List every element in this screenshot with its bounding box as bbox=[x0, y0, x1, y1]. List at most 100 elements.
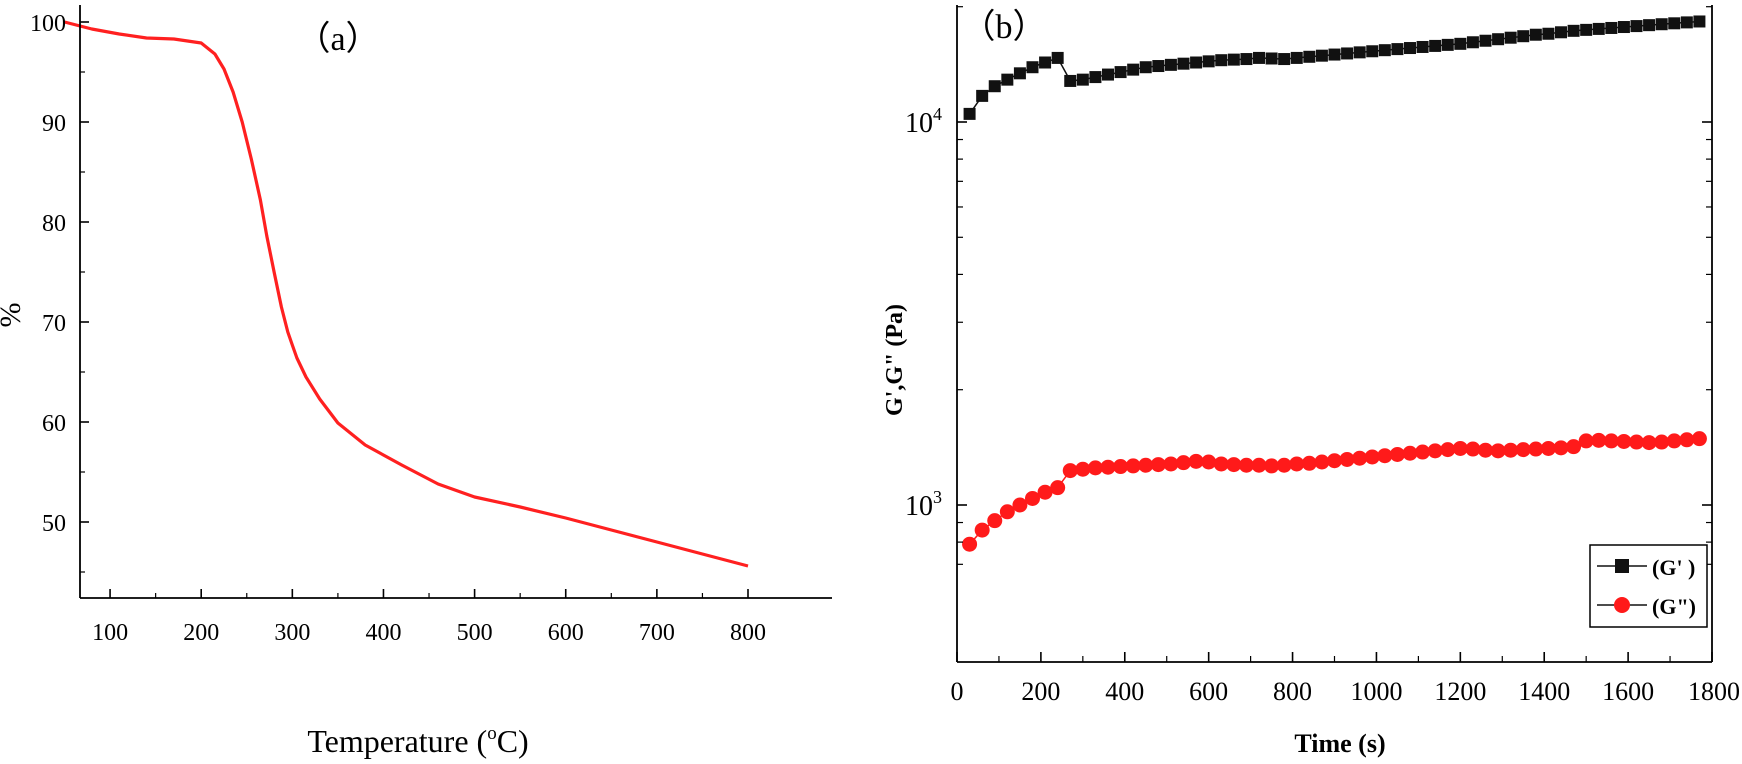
chart-b-gprime-point bbox=[1680, 16, 1693, 29]
chart-b-gdoubleprime-point bbox=[1213, 456, 1229, 472]
chart-b-gdoubleprime-point bbox=[1666, 433, 1682, 449]
chart-b-legend: (G' ) (G") bbox=[1589, 544, 1708, 628]
chart-a-x-tick-label: 100 bbox=[92, 620, 128, 646]
chart-b-gprime-point bbox=[1668, 17, 1681, 30]
chart-b-legend-marker-gprime bbox=[1615, 559, 1629, 573]
chart-b-gdoubleprime-point bbox=[1364, 449, 1380, 465]
chart-b-gprime-point bbox=[1353, 46, 1366, 59]
chart-a-x-tick-label: 500 bbox=[457, 620, 493, 646]
chart-b-gprime-point bbox=[1391, 43, 1404, 56]
chart-b-gdoubleprime-point bbox=[1025, 490, 1040, 506]
chart-b-gprime-point bbox=[1139, 61, 1152, 74]
chart-b-gdoubleprime-point bbox=[1100, 459, 1116, 475]
chart-a-data bbox=[64, 20, 749, 568]
chart-a-x-tick-label: 700 bbox=[639, 620, 675, 646]
chart-b-gprime-point bbox=[1492, 33, 1505, 46]
chart-b-gprime-point bbox=[1542, 27, 1555, 40]
chart-b-gprime-point bbox=[1592, 22, 1605, 35]
chart-b-gdoubleprime-point bbox=[1616, 433, 1632, 449]
chart-b-panel-label: （b） bbox=[962, 8, 1047, 46]
chart-b-gprime-point bbox=[1039, 56, 1052, 69]
chart-a-x-tick-label: 200 bbox=[183, 620, 219, 646]
chart-b-gprime-point bbox=[1152, 60, 1165, 73]
chart-b-gdoubleprime-point bbox=[1553, 440, 1569, 456]
chart-b-gprime-point bbox=[1089, 71, 1102, 84]
chart-b-gprime-point bbox=[1479, 34, 1492, 47]
chart-b-gprime-point bbox=[1013, 67, 1026, 80]
chart-b-gprime-point bbox=[1114, 66, 1127, 79]
chart-b-gprime-point bbox=[1001, 73, 1014, 86]
chart-b-gprime-point bbox=[1290, 51, 1303, 64]
chart-b-gdoubleprime-point bbox=[1566, 439, 1582, 455]
chart-b-gdoubleprime-point bbox=[962, 536, 978, 552]
chart-b-legend-label-gdoubleprime: (G") bbox=[1652, 594, 1696, 619]
chart-b-gdoubleprime-point bbox=[1503, 442, 1519, 458]
chart-b-gprime-point bbox=[1416, 40, 1429, 53]
chart-b-gdoubleprime-point bbox=[1339, 451, 1355, 467]
chart-b-gprime-point bbox=[1328, 48, 1341, 61]
chart-a-ticks: 50 60 70 80 90 100 100 200 300 400 500 600 700 800 bbox=[30, 11, 766, 646]
chart-b-x-tick-label: 1200 bbox=[1434, 677, 1486, 706]
chart-b-gprime-point bbox=[1617, 21, 1630, 34]
chart-b-y-tick-label-base: 10 bbox=[905, 108, 933, 139]
chart-a-x-tick-label: 800 bbox=[730, 620, 766, 646]
chart-b-gprime-point bbox=[1240, 53, 1253, 66]
chart-b-gdoubleprime-point bbox=[1238, 457, 1254, 473]
chart-a-y-tick-label: 70 bbox=[42, 311, 66, 337]
chart-b-gprime-point bbox=[1454, 37, 1467, 50]
chart-b-gprime-point bbox=[976, 89, 989, 102]
chart-b-gprime-point bbox=[1643, 19, 1656, 32]
chart-b-gdoubleprime-point bbox=[1188, 453, 1204, 469]
chart-b-gprime-point bbox=[1265, 52, 1278, 65]
chart-b-gdoubleprime-point bbox=[1578, 433, 1594, 449]
chart-a-y-tick-label: 100 bbox=[30, 11, 66, 37]
chart-b-gprime-point bbox=[1655, 18, 1668, 31]
chart-b-y-tick-label-exp: 4 bbox=[933, 104, 942, 124]
chart-b-x-tick-label: 1400 bbox=[1518, 677, 1570, 706]
chart-b-gprime-point bbox=[1303, 50, 1316, 63]
chart-b-legend-marker-gdoubleprime bbox=[1614, 597, 1630, 613]
chart-b-y-tick-label-exp: 3 bbox=[933, 487, 942, 507]
chart-a-x-tick-label: 600 bbox=[548, 620, 584, 646]
chart-b-gdoubleprime-point bbox=[974, 522, 990, 538]
chart-b-gprime-point bbox=[1341, 47, 1354, 60]
chart-b-gdoubleprime-point bbox=[987, 513, 1003, 529]
chart-b-y-tick-label-base: 10 bbox=[905, 491, 933, 522]
chart-b-gdoubleprime-point bbox=[1087, 460, 1103, 476]
chart-b-gprime-point bbox=[988, 80, 1001, 93]
chart-b-x-tick-label: 1600 bbox=[1602, 677, 1654, 706]
chart-a-y-tick-label: 90 bbox=[42, 111, 66, 137]
chart-b-x-tick-label: 1000 bbox=[1350, 677, 1402, 706]
chart-b-gprime-point bbox=[1227, 53, 1240, 66]
chart-b-gdoubleprime-point bbox=[1478, 442, 1493, 458]
chart-b-gdoubleprime-point bbox=[1415, 444, 1431, 460]
chart-b-gdoubleprime-point bbox=[1427, 443, 1443, 459]
chart-b-gprime-point bbox=[1529, 28, 1542, 41]
chart-b-gprime-point bbox=[1026, 61, 1039, 74]
chart-b-gdoubleprime-point bbox=[1389, 446, 1405, 462]
chart-b-x-tick-label: 400 bbox=[1105, 677, 1144, 706]
chart-b-gprime-point bbox=[1315, 49, 1328, 62]
chart-b-gdoubleprime-point bbox=[1251, 457, 1267, 473]
chart-a-x-axis-label-unit-sup: o bbox=[487, 723, 497, 744]
chart-b-gprime-point bbox=[1127, 63, 1140, 76]
chart-b-x-tick-label: 1800 bbox=[1688, 677, 1740, 706]
chart-b-gprime-point bbox=[1202, 55, 1215, 68]
chart-b-gprime-point bbox=[1567, 24, 1580, 37]
chart-b-x-tick-label: 800 bbox=[1273, 677, 1312, 706]
chart-b-gdoubleprime-point bbox=[1629, 434, 1644, 450]
chart-a-y-axis-label: % bbox=[0, 303, 27, 328]
chart-b-gprime-point bbox=[1605, 21, 1618, 34]
chart-b-gprime-point bbox=[1215, 54, 1228, 67]
chart-a-x-tick-label: 300 bbox=[274, 620, 310, 646]
chart-a-x-axis-label: Temperature (oC) bbox=[307, 723, 528, 759]
chart-b-gdoubleprime-point bbox=[1050, 480, 1066, 496]
chart-b-gprime-point bbox=[1164, 58, 1177, 71]
chart-b-x-tick-label: 200 bbox=[1021, 677, 1060, 706]
chart-b-gdoubleprime-point bbox=[1402, 445, 1418, 461]
chart-b-gdoubleprime-point bbox=[1603, 433, 1619, 449]
chart-b-gdoubleprime-point bbox=[1276, 457, 1292, 473]
chart-b-gdoubleprime-point bbox=[1176, 455, 1191, 471]
chart-b-gdoubleprime-point bbox=[1113, 459, 1129, 475]
